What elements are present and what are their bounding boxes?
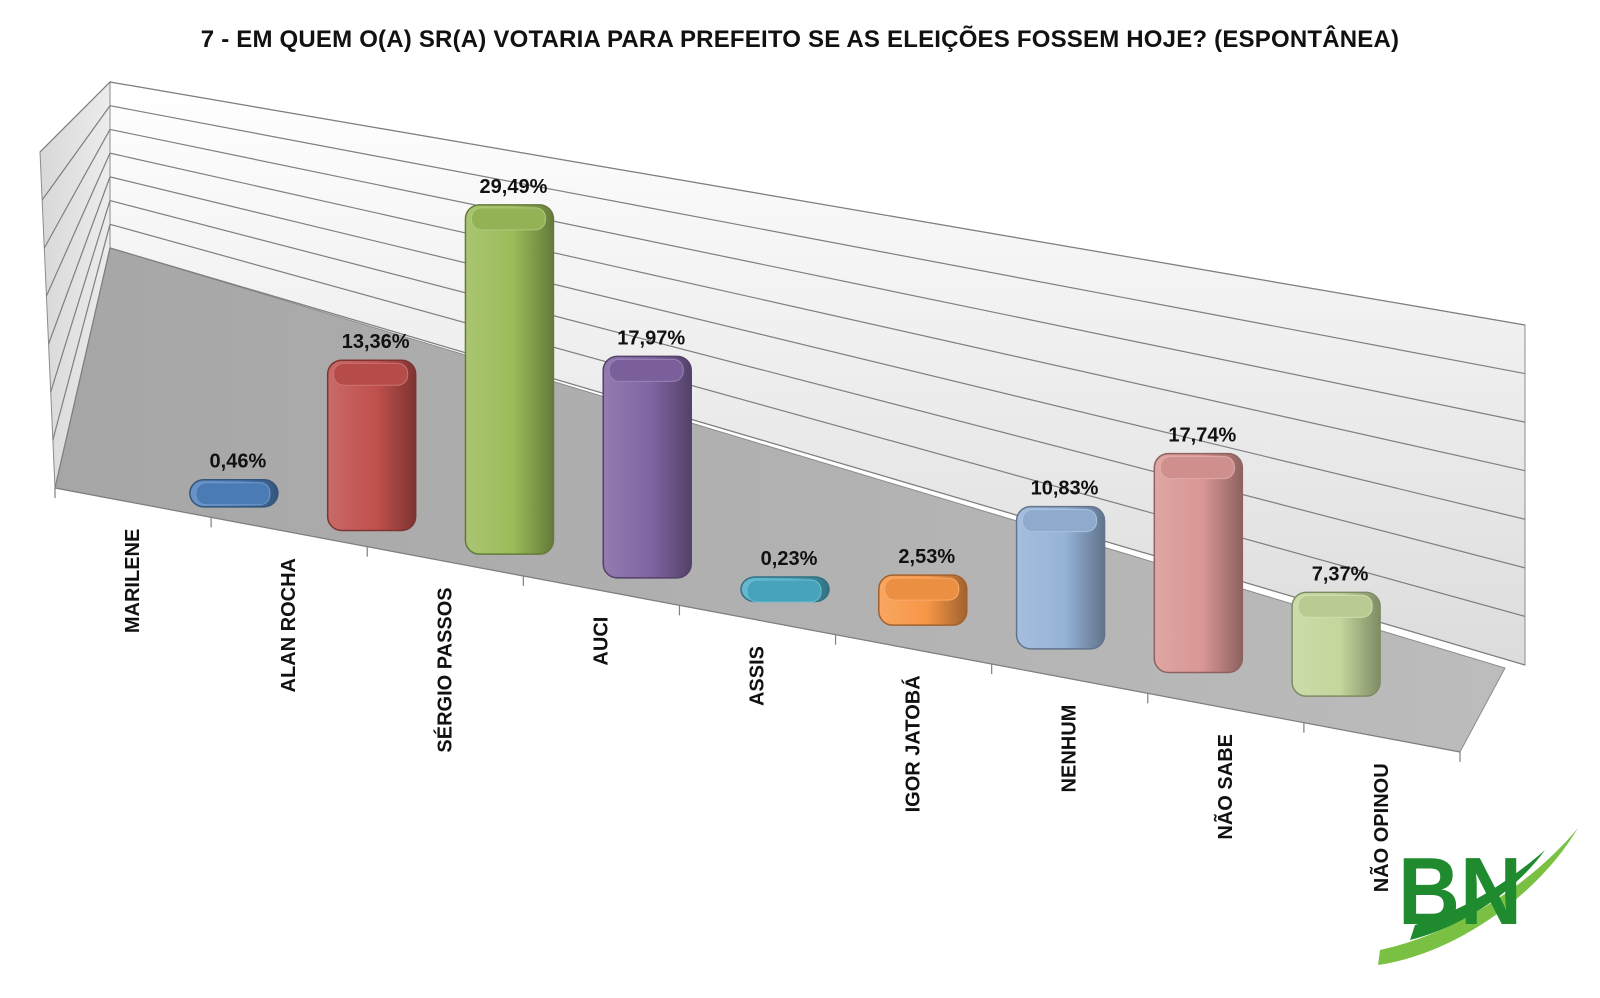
bar-body	[1291, 591, 1381, 697]
category-labels: MARILENE ALAN ROCHA SÉRGIO PASSOS AUCI ASSIS…	[122, 529, 1393, 893]
value-label: 13,36%	[342, 331, 410, 353]
bar-top	[746, 579, 822, 603]
value-label: 0,46%	[210, 451, 267, 473]
x-axis-line	[54, 487, 1461, 753]
category-label: ASSIS	[747, 646, 769, 706]
bar-top	[195, 482, 271, 506]
value-label: 17,74%	[1168, 425, 1236, 447]
value-label: 29,49%	[480, 176, 548, 198]
category-label: NENHUM	[1059, 705, 1081, 793]
value-labels: 0,46% 13,36% 29,49% 17,97% 0,23% 2,53% 10,83% 1…	[210, 176, 1369, 586]
bar	[326, 359, 417, 532]
bar	[740, 576, 830, 603]
logo-swoosh-inner	[1410, 850, 1545, 940]
bn-logo: BN	[1378, 828, 1578, 965]
bar-body	[464, 204, 555, 555]
gridline	[109, 247, 1526, 666]
bar-top	[1297, 594, 1373, 618]
bar-top	[1022, 509, 1098, 533]
value-label: 17,97%	[617, 327, 685, 349]
bar	[602, 355, 692, 579]
gridline-side	[41, 105, 111, 201]
category-label: MARILENE	[122, 529, 144, 633]
bar-body	[1015, 505, 1106, 650]
gridline-side	[48, 176, 111, 345]
bar	[1153, 452, 1244, 674]
gridline	[109, 176, 1526, 520]
bar-body	[602, 355, 692, 579]
value-label: 0,23%	[761, 548, 818, 570]
gridline	[109, 128, 1526, 423]
category-label: ALAN ROCHA	[278, 558, 300, 692]
value-label: 10,83%	[1031, 478, 1099, 500]
gridline-side	[43, 129, 111, 249]
gridline-side	[52, 224, 111, 441]
bar	[1015, 505, 1106, 650]
bar-body	[1153, 452, 1244, 674]
category-label: AUCI	[590, 617, 612, 666]
category-label: SÉRGIO PASSOS	[433, 587, 456, 752]
gridline	[109, 105, 1526, 375]
bar-top	[470, 207, 546, 231]
value-label: 2,53%	[898, 546, 955, 568]
bar-top	[884, 577, 960, 601]
bar	[878, 574, 968, 626]
gridline	[109, 223, 1526, 618]
category-label: IGOR JATOBÁ	[902, 675, 925, 812]
bar	[1291, 591, 1381, 697]
logo-text: BN	[1398, 838, 1522, 945]
gridline-side	[50, 200, 111, 393]
bar-top	[1159, 456, 1235, 480]
x-axis	[54, 487, 1461, 762]
bar-top	[608, 358, 684, 382]
gridline	[109, 152, 1526, 472]
bars	[189, 204, 1381, 697]
gridline	[109, 199, 1526, 569]
bar-body	[326, 359, 417, 532]
bar	[464, 204, 555, 555]
bar-top	[333, 362, 409, 386]
gridline-side	[45, 152, 111, 297]
gridline-side	[39, 81, 111, 153]
logo-swoosh-outer	[1378, 828, 1578, 965]
bar	[189, 478, 279, 508]
value-label: 7,37%	[1312, 563, 1369, 585]
gridline	[109, 81, 1526, 326]
gridline-side	[54, 247, 111, 489]
category-label: NÃO OPINOU	[1370, 763, 1393, 892]
gridlines	[39, 81, 1526, 666]
chart-title: 7 - EM QUEM O(A) SR(A) VOTARIA PARA PREF…	[200, 26, 1400, 53]
category-label: NÃO SABE	[1214, 734, 1237, 840]
